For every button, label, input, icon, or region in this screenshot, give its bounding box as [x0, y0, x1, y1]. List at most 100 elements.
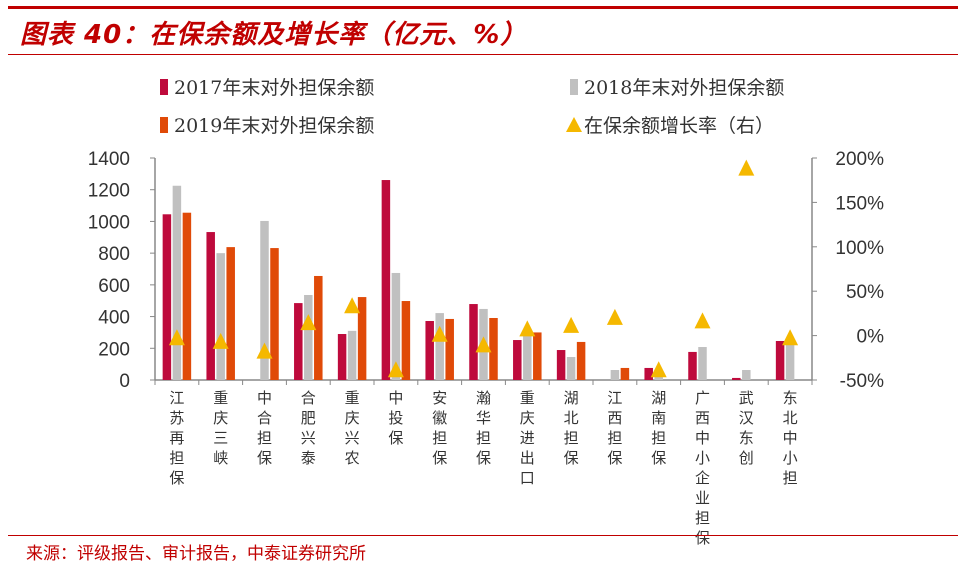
source-note: 来源：评级报告、审计报告，中泰证券研究所: [26, 544, 366, 564]
bar-2017: [206, 232, 215, 380]
category-label-char: 进: [520, 429, 535, 447]
category-label-char: 出: [520, 449, 535, 467]
bar-2018: [566, 357, 576, 380]
category-label-char: 农: [345, 449, 360, 467]
category-label-char: 西: [607, 409, 622, 427]
bar-2019: [445, 318, 454, 380]
growth-marker: [344, 297, 361, 314]
bar-2019: [489, 317, 498, 380]
category-label-char: 东: [739, 429, 754, 447]
legend-label: 2018年末对外担保余额: [584, 77, 784, 99]
category-label-char: 创: [739, 449, 754, 467]
growth-marker: [256, 342, 273, 359]
bar-2018: [172, 185, 182, 380]
category-label-char: 保: [388, 429, 403, 447]
y-tick-label: 1000: [88, 212, 130, 233]
category-label-char: 湖: [564, 389, 579, 407]
bar-2018: [523, 333, 532, 380]
category-label-char: 兴: [345, 429, 360, 447]
category-label-char: 担: [169, 449, 184, 467]
legend-swatch: [160, 79, 168, 95]
category-label-char: 武: [739, 389, 754, 407]
category-label-char: 担: [783, 469, 798, 487]
category-label-char: 三: [213, 429, 228, 447]
y2-tick-label: -50%: [840, 371, 884, 392]
bar-2017: [688, 351, 697, 380]
bar-2017: [513, 340, 522, 380]
category-label-char: 峡: [213, 449, 228, 467]
y-tick-label: 800: [98, 244, 130, 265]
y-tick-label: 0: [119, 371, 130, 392]
bar-2019: [620, 367, 630, 380]
category-label-char: 合: [257, 409, 272, 427]
category-label-char: 担: [695, 509, 710, 527]
category-label-char: 兴: [301, 429, 316, 447]
category-label-char: 北: [783, 409, 798, 427]
bar-2019: [314, 275, 323, 380]
category-label-char: 华: [476, 409, 491, 427]
category-label-char: 中: [257, 389, 272, 407]
category-label-char: 湖: [651, 389, 666, 407]
growth-marker: [782, 329, 799, 346]
legend-swatch: [160, 117, 168, 133]
bar-2018: [654, 376, 663, 380]
category-label-char: 中: [695, 429, 710, 447]
category-label-char: 担: [607, 429, 622, 447]
category-label-char: 合: [301, 389, 316, 407]
y-tick-label: 400: [98, 308, 130, 329]
bar-2018: [304, 295, 313, 380]
bar-2017: [732, 377, 741, 380]
y2-tick-label: 150%: [835, 193, 884, 214]
legend-label: 在保余额增长率（右）: [584, 115, 774, 137]
category-label-char: 保: [651, 449, 666, 467]
bar-2019: [270, 248, 279, 380]
bar-2017: [294, 303, 303, 380]
y-tick-label: 1200: [88, 181, 130, 202]
y-tick-label: 1400: [88, 149, 130, 170]
category-label-char: 中: [388, 389, 403, 407]
category-label-char: 江: [169, 389, 184, 407]
bar-2018: [435, 313, 444, 380]
category-label-char: 担: [432, 429, 447, 447]
growth-marker: [212, 332, 229, 349]
category-label-char: 担: [564, 429, 579, 447]
y2-tick-label: 100%: [835, 238, 884, 259]
category-label-char: 中: [783, 429, 798, 447]
category-label-char: 再: [169, 429, 184, 447]
growth-marker: [387, 361, 404, 378]
growth-marker: [519, 320, 536, 337]
y-tick-label: 600: [98, 276, 130, 297]
category-label-char: 保: [257, 449, 272, 467]
category-label-char: 小: [783, 449, 798, 467]
category-label-char: 业: [695, 489, 710, 507]
y2-tick-label: 200%: [835, 149, 884, 170]
category-label-char: 重: [520, 389, 535, 407]
category-label-char: 保: [432, 449, 447, 467]
bar-2019: [533, 332, 542, 380]
bar-2019: [182, 212, 192, 380]
growth-marker: [563, 316, 580, 333]
category-label-char: 庆: [213, 409, 228, 427]
bar-2018: [391, 272, 401, 380]
legend-swatch: [566, 117, 582, 132]
category-label-char: 保: [564, 449, 579, 467]
growth-marker: [300, 314, 317, 331]
category-label-char: 投: [388, 409, 403, 427]
bar-2018: [610, 370, 620, 380]
category-label-char: 苏: [169, 409, 184, 427]
category-label-char: 广: [695, 389, 710, 407]
growth-marker: [606, 308, 623, 325]
y-tick-label: 200: [98, 339, 130, 360]
growth-marker: [431, 325, 448, 342]
category-label-char: 泰: [301, 449, 316, 467]
growth-marker: [475, 336, 492, 353]
category-label-char: 企: [695, 469, 710, 487]
category-label-char: 东: [783, 389, 798, 407]
category-label-char: 庆: [520, 409, 535, 427]
bar-2019: [576, 341, 586, 380]
y2-tick-label: 0%: [857, 327, 885, 348]
growth-marker: [168, 329, 185, 346]
category-label-char: 江: [607, 389, 622, 407]
footer-rule: [8, 535, 958, 536]
